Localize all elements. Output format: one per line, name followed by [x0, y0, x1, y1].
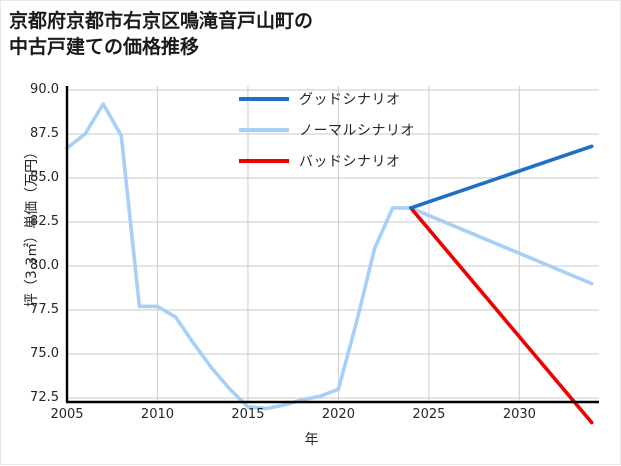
x-axis-title: 年 — [304, 432, 319, 448]
x-tick-label: 2010 — [140, 407, 175, 422]
series-line — [409, 144, 594, 210]
y-tick-label: 75.0 — [30, 346, 59, 361]
legend-label-bad: バッドシナリオ — [299, 154, 401, 170]
y-tick-label: 77.5 — [30, 302, 59, 317]
y-tick-label: 87.5 — [30, 126, 59, 141]
x-tick-label: 2025 — [412, 407, 446, 422]
x-tick-label: 2030 — [502, 407, 536, 422]
y-tick-label: 80.0 — [30, 258, 59, 273]
legend-item-bad: バッドシナリオ — [239, 151, 415, 171]
legend-label-good: グッドシナリオ — [299, 92, 401, 108]
y-tick-label: 82.5 — [30, 214, 59, 229]
legend-swatch-bad — [239, 159, 289, 163]
series-line — [409, 206, 594, 425]
chart-legend: グッドシナリオ ノーマルシナリオ バッドシナリオ — [239, 89, 415, 171]
y-tick-label: 90.0 — [30, 82, 59, 97]
horizontal-gridlines — [67, 89, 599, 399]
x-tick-label: 2005 — [50, 407, 84, 422]
legend-label-normal: ノーマルシナリオ — [299, 123, 415, 139]
series-line — [65, 102, 594, 411]
x-tick-label: 2015 — [231, 407, 265, 422]
y-axis-title: 坪（3.3㎡）単価（万円） — [24, 144, 40, 308]
legend-swatch-normal — [239, 128, 289, 132]
legend-item-good: グッドシナリオ — [239, 89, 415, 109]
y-tick-label: 85.0 — [30, 170, 59, 185]
legend-swatch-good — [239, 97, 289, 101]
data-series-layer — [65, 102, 594, 425]
y-tick-label: 72.5 — [30, 390, 59, 405]
legend-item-normal: ノーマルシナリオ — [239, 120, 415, 140]
x-tick-label: 2020 — [321, 407, 355, 422]
page-title: 京都府京都市右京区鳴滝音戸山町の 中古戸建ての価格推移 — [9, 10, 314, 58]
